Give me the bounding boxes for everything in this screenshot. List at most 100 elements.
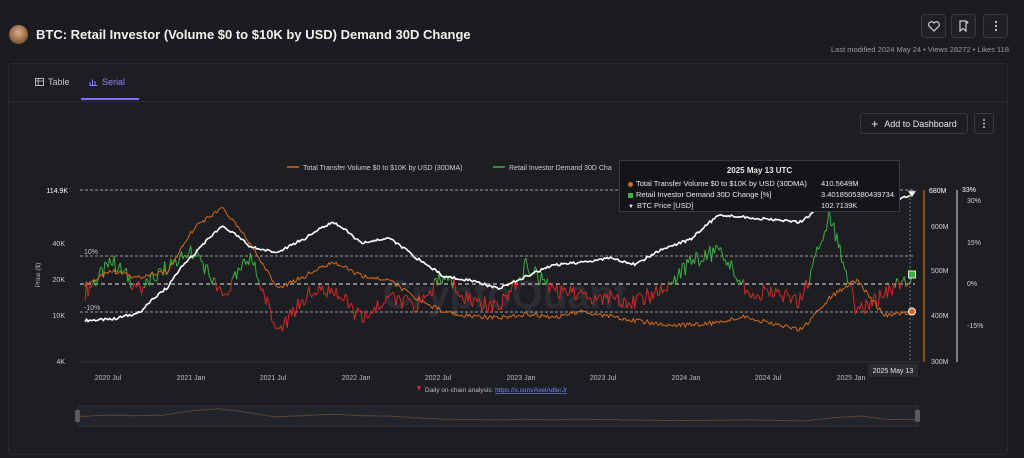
demand-segment (318, 284, 322, 291)
demand-segment (568, 285, 571, 295)
demand-segment (464, 290, 467, 304)
demand-segment (364, 309, 368, 318)
demand-segment (495, 301, 498, 304)
demand-segment (176, 263, 179, 267)
demand-segment (657, 294, 660, 297)
author-avatar[interactable] (9, 25, 28, 44)
demand-segment (844, 269, 847, 271)
series-volume[interactable] (84, 206, 913, 332)
legend[interactable]: Total Transfer Volume $0 to $10K by USD … (287, 165, 612, 172)
source-link[interactable]: https://x.com/AxelAdlerJr (495, 387, 568, 394)
demand-segment (755, 294, 758, 299)
demand-segment (292, 306, 296, 318)
series-price[interactable] (84, 193, 913, 323)
demand-segment (90, 284, 94, 288)
demand-segment (819, 241, 823, 246)
tooltip-row-price: ▼ BTC Price [USD] (628, 201, 694, 210)
x-tick: 2021 Jan (177, 375, 206, 382)
demand-segment (758, 296, 761, 301)
demand-segment (551, 283, 555, 289)
demand-segment (591, 302, 594, 305)
x-tick: 2024 Jan (672, 375, 701, 382)
demand-segment (276, 327, 279, 330)
demand-segment (596, 297, 599, 301)
chart-more-button[interactable] (974, 113, 994, 134)
price-max-box (44, 185, 70, 196)
demand-segment (363, 309, 366, 323)
more-button[interactable] (983, 14, 1008, 38)
add-to-dashboard-button[interactable]: + Add to Dashboard (860, 113, 968, 134)
demand-segment (842, 261, 846, 270)
pct-tick: 0% (967, 281, 977, 288)
demand-segment (510, 284, 513, 293)
demand-segment (799, 292, 803, 301)
demand-segment (259, 284, 262, 291)
demand-segment (689, 255, 692, 265)
demand-segment (540, 272, 544, 281)
navigator-track[interactable] (77, 405, 919, 427)
demand-segment (772, 295, 775, 298)
demand-segment (441, 277, 444, 285)
demand-segment (87, 286, 91, 297)
demand-segment (874, 293, 878, 307)
volume-max-box (926, 185, 950, 196)
demand-segment (369, 310, 372, 316)
demand-segment (335, 288, 339, 300)
demand-segment (113, 255, 117, 272)
demand-segment (224, 293, 227, 295)
demand-segment (675, 277, 679, 285)
pct-tick: 30% (967, 198, 981, 205)
demand-segment (569, 285, 573, 294)
demand-segment (274, 325, 277, 330)
demand-segment (580, 289, 584, 294)
demand-segment (423, 294, 426, 299)
demand-segment (778, 289, 781, 297)
demand-segment (243, 258, 247, 265)
demand-segment (229, 278, 233, 292)
tab-serial[interactable]: Serial (89, 77, 125, 87)
bookmark-button[interactable] (951, 14, 976, 38)
price-line (84, 193, 913, 323)
demand-segment (145, 278, 149, 282)
demand-segment (424, 295, 427, 299)
demand-segment (191, 257, 195, 260)
chart-icon (89, 79, 98, 86)
demand-segment (187, 251, 190, 258)
demand-segment (818, 245, 821, 250)
demand-segment (850, 285, 853, 288)
like-button[interactable] (921, 14, 946, 38)
triangle-down-icon: ▼ (628, 204, 634, 210)
table-icon (35, 78, 44, 86)
demand-segment (465, 290, 469, 302)
demand-segment (453, 278, 457, 293)
tab-table[interactable]: Table (35, 77, 70, 87)
demand-segment (859, 302, 862, 310)
demand-segment (706, 252, 709, 261)
demand-segment (406, 295, 409, 300)
demand-segment (171, 262, 175, 266)
demand-segment (409, 298, 412, 302)
pct-max-box (959, 185, 983, 195)
legend-volume[interactable]: Total Transfer Volume $0 to $10K by USD … (303, 165, 463, 172)
demand-segment (272, 321, 276, 327)
demand-segment (109, 257, 112, 265)
demand-segment (743, 279, 746, 295)
legend-demand[interactable]: Retail Investor Demand 30D Cha (509, 165, 612, 172)
demand-segment (715, 244, 718, 247)
demand-segment (639, 292, 642, 295)
range-navigator[interactable] (75, 405, 920, 427)
navigator-right-handle[interactable] (915, 410, 920, 422)
tooltip-value-demand: 3.4018505380439734 (821, 190, 894, 199)
navigator-left-handle[interactable] (75, 410, 80, 422)
demand-segment (710, 247, 714, 262)
demand-segment (891, 283, 895, 296)
demand-segment (340, 298, 343, 301)
series-demand[interactable] (84, 207, 913, 332)
x-tick: 2020 Jul (95, 375, 122, 382)
demand-segment (782, 291, 786, 302)
demand-segment (608, 290, 611, 304)
band-label-upper: 10% (84, 249, 98, 256)
demand-segment (251, 260, 254, 266)
demand-segment (522, 260, 526, 278)
